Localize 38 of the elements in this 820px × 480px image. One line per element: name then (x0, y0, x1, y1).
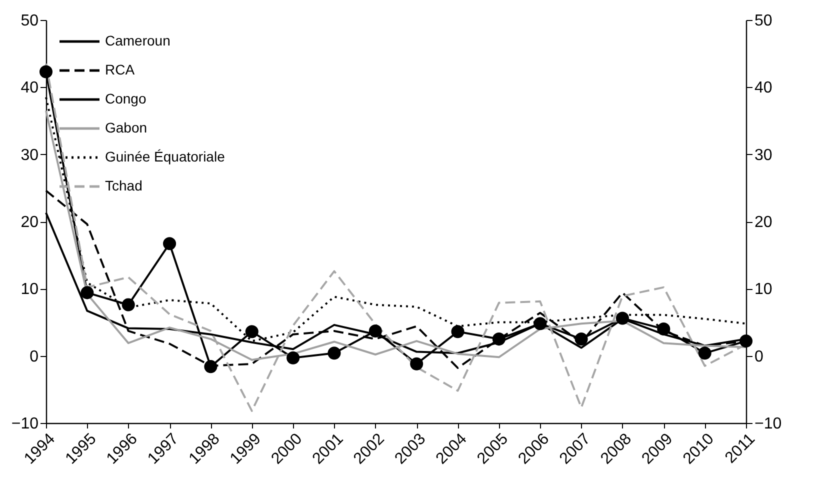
point (534, 317, 547, 330)
point (163, 237, 176, 250)
point (410, 357, 424, 370)
point (492, 332, 506, 346)
point (739, 334, 753, 348)
point (574, 332, 588, 346)
y2-tick-label: 30 (754, 146, 772, 164)
point (122, 298, 135, 312)
point (245, 325, 258, 338)
y-tick-label: 0 (30, 348, 39, 366)
y-tick-label: 40 (20, 80, 39, 97)
y-tick-label: 20 (20, 214, 39, 231)
y-tick-label: 30 (20, 146, 39, 164)
y2-tick-label: 10 (754, 281, 772, 298)
legend-label: Congo (105, 90, 146, 106)
legend-label: Tchad (105, 178, 142, 194)
y-tick-label: 10 (20, 281, 39, 298)
legend-label: RCA (105, 62, 136, 78)
y2-tick-label: −10 (754, 416, 782, 432)
y2-tick-label: 40 (754, 80, 772, 97)
point (204, 360, 218, 374)
point (657, 322, 670, 336)
y-tick-label: −10 (11, 416, 39, 432)
y2-tick-label: 20 (754, 214, 772, 231)
legend-label: Guinée Équatoriale (105, 148, 226, 164)
point (698, 346, 712, 360)
point (368, 324, 382, 338)
point (39, 65, 53, 78)
point (328, 346, 341, 360)
y-tick-label: 50 (20, 12, 39, 30)
legend-label: Cameroun (105, 32, 170, 48)
y2-tick-label: 50 (754, 12, 772, 30)
legend-label: Gabon (105, 120, 148, 136)
point (80, 286, 94, 300)
point (286, 351, 300, 364)
y2-tick-label: 0 (754, 348, 764, 366)
point (616, 312, 629, 325)
point (451, 325, 464, 338)
